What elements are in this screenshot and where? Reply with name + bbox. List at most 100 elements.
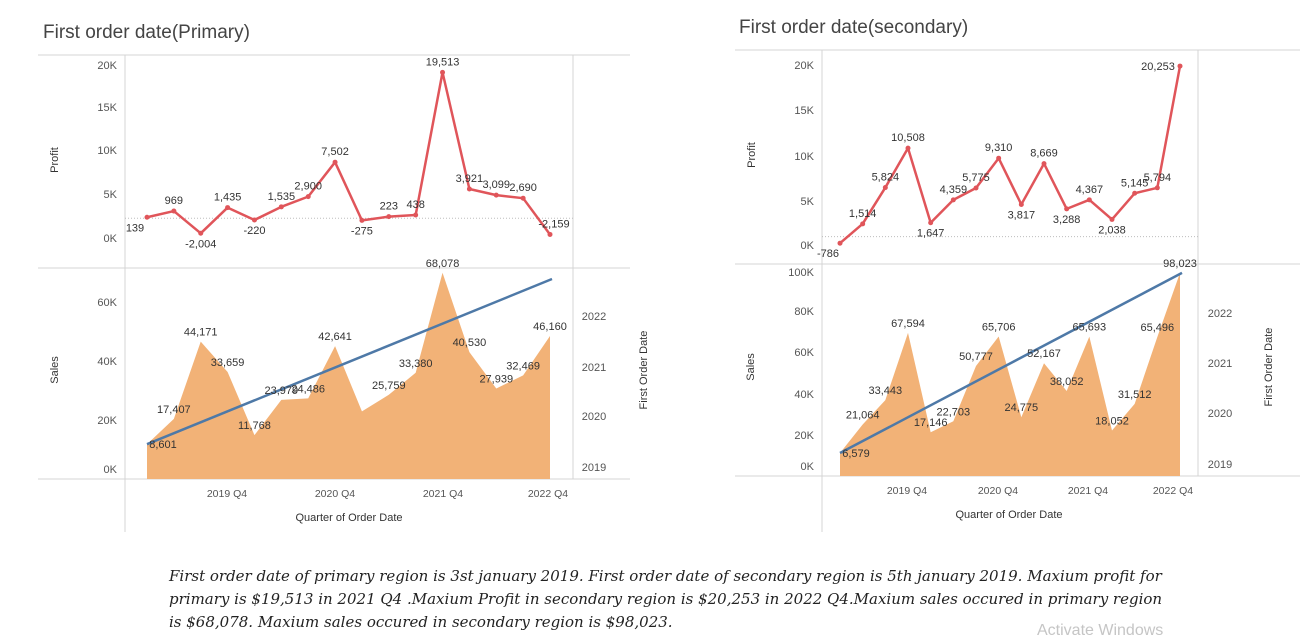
- profit-point: [905, 145, 911, 151]
- profit-tick-label: 5K: [104, 189, 118, 201]
- profit-point: [332, 159, 338, 165]
- sales-data-label: 65,706: [982, 322, 1016, 334]
- profit-point: [466, 186, 472, 192]
- sales-axis-label: Sales: [745, 353, 757, 381]
- sales-data-label: 33,380: [399, 358, 433, 370]
- sales-area: [840, 272, 1180, 476]
- profit-point: [950, 197, 956, 203]
- profit-data-label: 1,535: [268, 191, 296, 203]
- first-order-date-tick: 2019: [1208, 459, 1232, 471]
- profit-data-label: 10,508: [891, 132, 925, 144]
- first-order-date-tick: 2022: [1208, 308, 1232, 320]
- profit-point: [837, 240, 843, 246]
- profit-point: [1177, 63, 1183, 69]
- profit-point: [251, 217, 257, 223]
- profit-point: [520, 195, 526, 201]
- profit-data-label: 8,669: [1030, 148, 1058, 160]
- first-order-date-tick: 2021: [582, 362, 606, 374]
- profit-tick-label: 5K: [801, 196, 815, 208]
- profit-point: [1132, 190, 1138, 196]
- x-axis-title: Quarter of Order Date: [296, 512, 403, 524]
- profit-point: [928, 220, 934, 226]
- profit-tick-label: 10K: [97, 145, 117, 157]
- profit-point: [973, 185, 979, 191]
- profit-tick-label: 20K: [794, 60, 814, 72]
- profit-data-label: 9,310: [985, 142, 1013, 154]
- profit-data-label: -2,004: [185, 238, 216, 250]
- x-tick-label: 2019 Q4: [207, 488, 247, 500]
- profit-data-label: 5,824: [872, 172, 900, 184]
- profit-point: [1154, 185, 1160, 191]
- profit-point: [1086, 197, 1092, 203]
- sales-data-label: 42,641: [318, 331, 352, 343]
- profit-data-label: 5,145: [1121, 177, 1149, 189]
- sales-tick-label: 40K: [794, 389, 814, 401]
- profit-data-label: 2,900: [294, 181, 322, 193]
- sales-tick-label: 0K: [801, 461, 815, 473]
- sales-data-label: 50,777: [959, 351, 993, 363]
- first-order-date-axis-label: First Order Date: [1263, 328, 1275, 407]
- profit-data-label: -275: [351, 225, 373, 237]
- chart-panel-2: First order date(secondary) 20K 15K 10K 5K 0K…: [735, 17, 1300, 532]
- profit-tick-label: 15K: [794, 105, 814, 117]
- profit-data-label: 3,921: [456, 173, 484, 185]
- profit-point: [882, 185, 888, 191]
- profit-point: [144, 214, 150, 220]
- sales-data-label: 24,486: [291, 383, 325, 395]
- profit-data-label: 4,359: [940, 184, 968, 196]
- first-order-date-tick: 2020: [582, 411, 606, 423]
- sales-data-label: 8,601: [149, 439, 177, 451]
- profit-data-label: 969: [165, 195, 183, 207]
- sales-data-label: 31,512: [1118, 389, 1152, 401]
- first-order-date-axis-label: First Order Date: [638, 331, 650, 410]
- profit-data-label: 2,038: [1098, 224, 1126, 236]
- profit-point: [440, 69, 446, 75]
- activate-windows-watermark: Activate Windows: [1037, 622, 1164, 639]
- profit-data-label: 438: [406, 199, 424, 211]
- sales-tick-label: 100K: [788, 267, 814, 279]
- profit-tick-label: 15K: [97, 102, 117, 114]
- profit-tick-label: 0K: [801, 240, 815, 252]
- profit-point: [547, 231, 553, 237]
- x-tick-label: 2020 Q4: [315, 488, 355, 500]
- sales-data-label: 65,693: [1073, 322, 1107, 334]
- sales-tick-label: 20K: [794, 430, 814, 442]
- x-tick-label: 2020 Q4: [978, 485, 1018, 497]
- profit-data-label: 3,288: [1053, 214, 1081, 226]
- profit-tick-label: 20K: [97, 60, 117, 72]
- sales-data-label: 44,171: [184, 327, 218, 339]
- profit-point: [1109, 216, 1115, 222]
- profit-data-label: 3,099: [483, 179, 511, 191]
- chart-title: First order date(secondary): [739, 17, 968, 38]
- x-tick-label: 2022 Q4: [1153, 485, 1193, 497]
- sales-data-label: 17,407: [157, 404, 191, 416]
- sales-data-label: 33,443: [869, 385, 903, 397]
- profit-line: [839, 65, 1182, 245]
- sales-tick-label: 60K: [794, 347, 814, 359]
- sales-axis-label: Sales: [49, 356, 61, 384]
- profit-data-label: 2,690: [509, 182, 537, 194]
- profit-data-label: -220: [243, 225, 265, 237]
- profit-point: [860, 221, 866, 227]
- profit-point: [493, 192, 499, 198]
- profit-point: [1018, 201, 1024, 207]
- sales-data-label: 27,939: [479, 373, 513, 385]
- profit-point: [359, 217, 365, 223]
- sales-area: [147, 272, 550, 479]
- chart-panel-1: First order date(Primary) 20K 15K 10K 5K 0K Pr…: [38, 22, 650, 532]
- profit-point: [198, 230, 204, 236]
- sales-data-label: 67,594: [891, 318, 925, 330]
- sales-tick-label: 80K: [794, 306, 814, 318]
- profit-data-label: 223: [380, 201, 398, 213]
- first-order-date-trend-line: [839, 271, 1183, 455]
- sales-tick-label: 0K: [104, 464, 118, 476]
- sales-data-label: 40,530: [453, 337, 487, 349]
- profit-point: [171, 208, 177, 214]
- sales-tick-label: 60K: [97, 297, 117, 309]
- sales-data-label: 25,759: [372, 380, 406, 392]
- profit-data-label: 5,794: [1144, 172, 1172, 184]
- sales-tick-label: 40K: [97, 356, 117, 368]
- profit-point: [996, 155, 1002, 161]
- profit-data-label: 1,514: [849, 208, 877, 220]
